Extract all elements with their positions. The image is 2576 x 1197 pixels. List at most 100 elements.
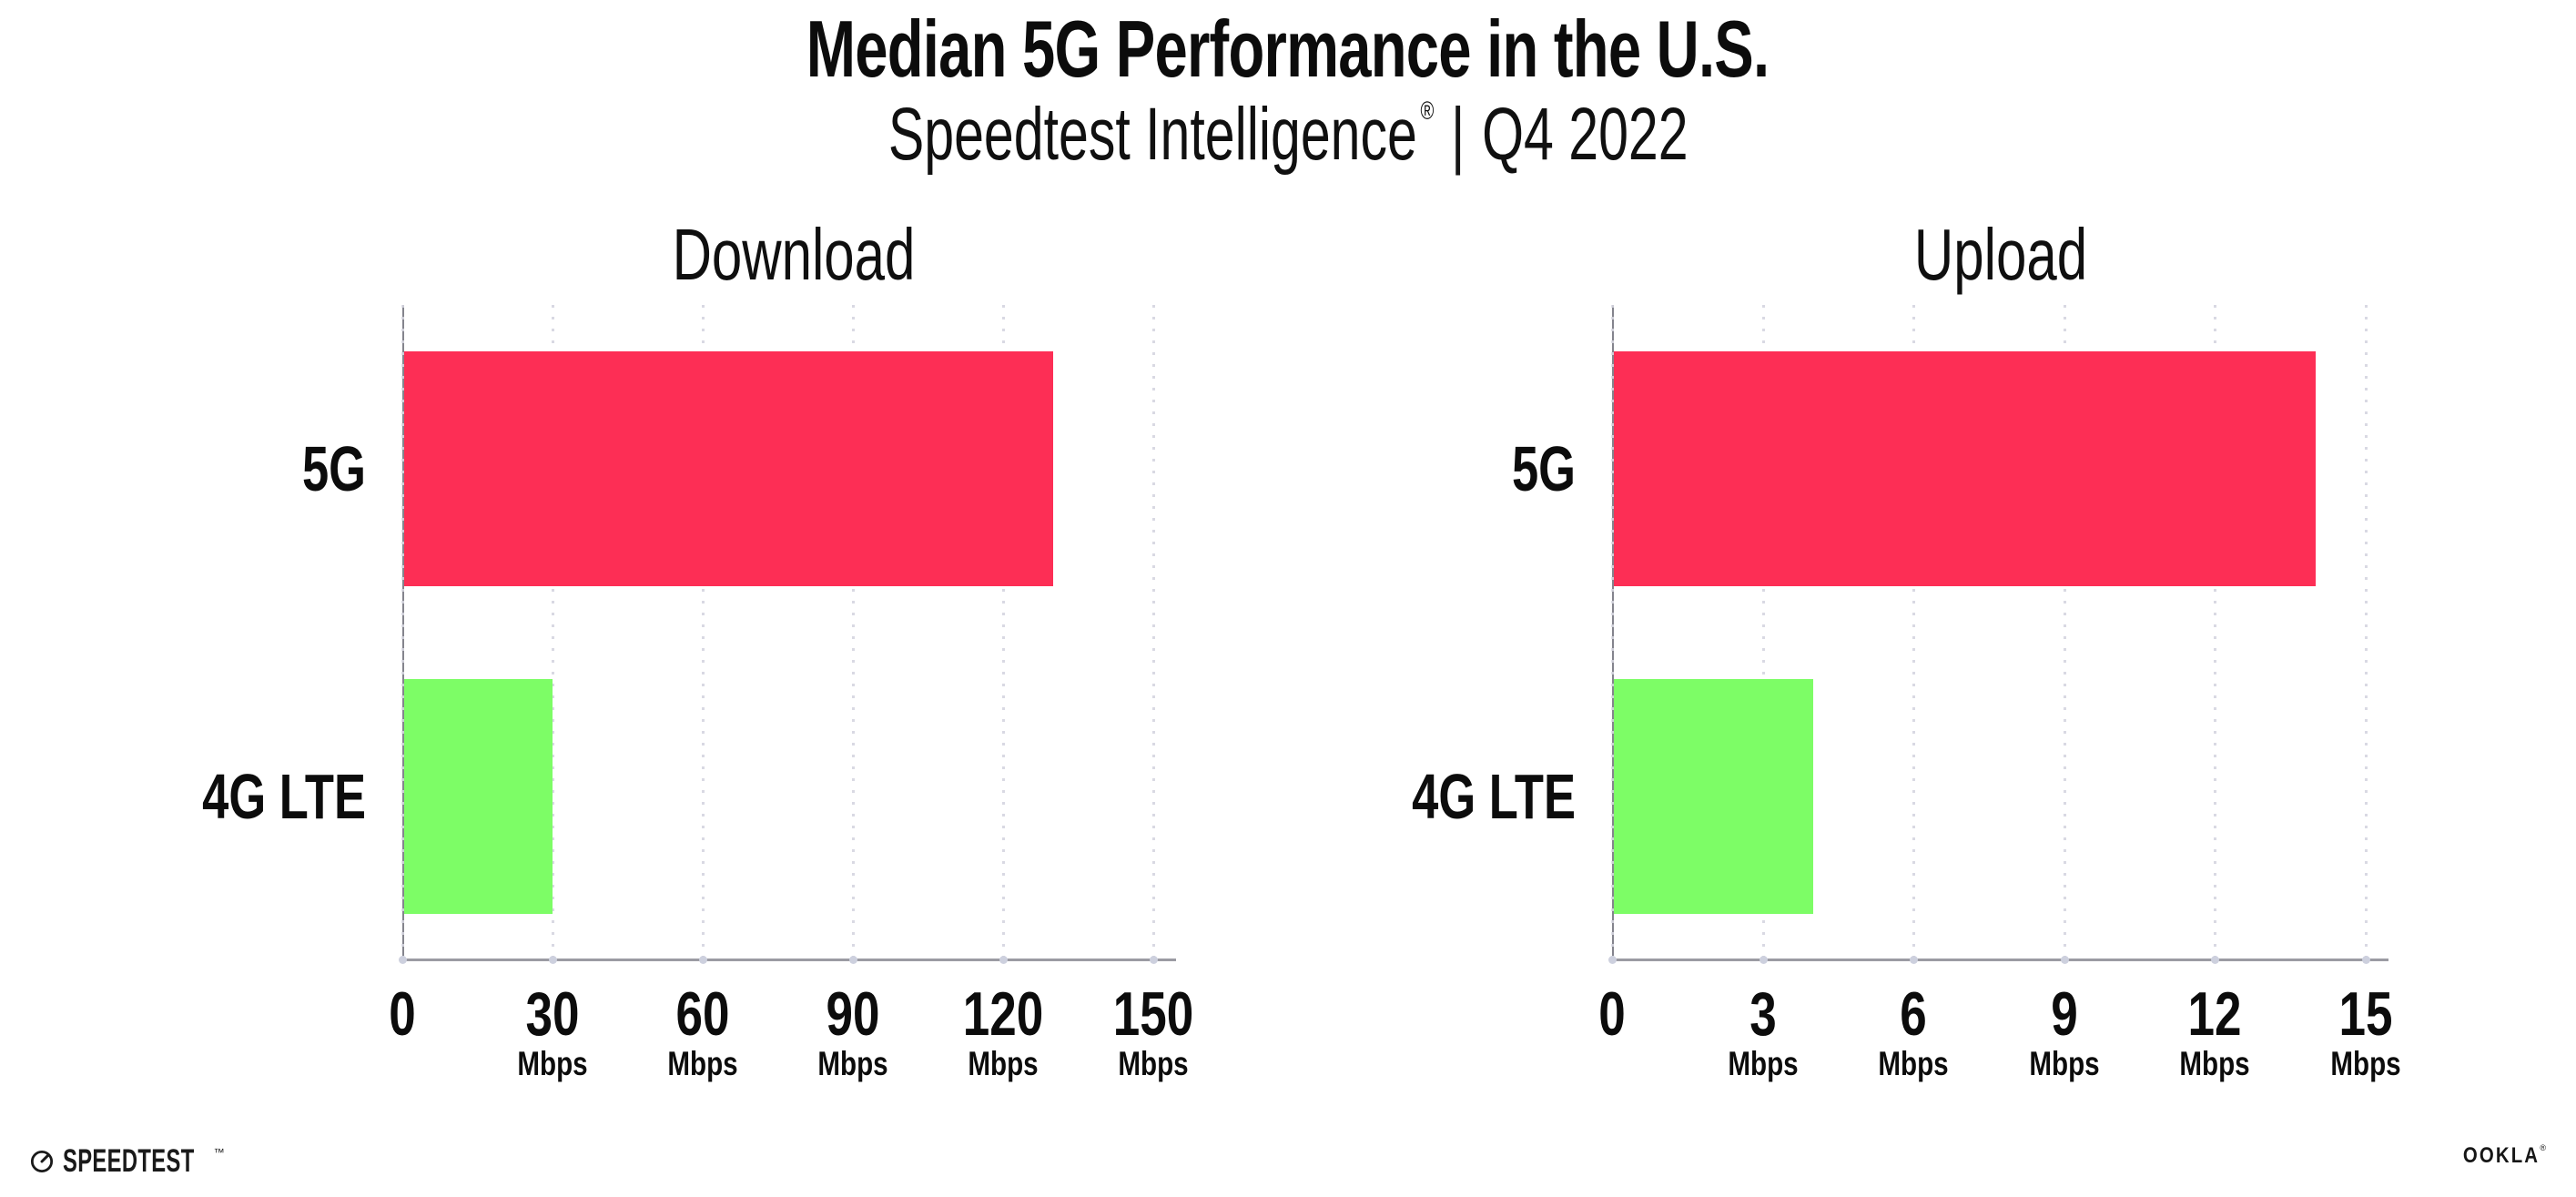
x-tick-label: 90 xyxy=(818,983,887,1045)
x-tick-unit-text: Mbps xyxy=(968,1045,1039,1082)
x-tick-unit: Mbps xyxy=(809,1047,898,1080)
chart-title: Upload xyxy=(1885,218,2116,291)
gridline xyxy=(1152,305,1155,959)
x-tick-unit: Mbps xyxy=(959,1047,1048,1080)
x-tick-dot xyxy=(2362,956,2370,964)
page-subtitle: Speedtest Intelligence ® | Q4 2022 xyxy=(0,92,2576,178)
x-tick-label: 60 xyxy=(668,983,737,1045)
gridline xyxy=(552,305,554,959)
x-tick-dot xyxy=(1910,956,1918,964)
x-tick-label-text: 6 xyxy=(1900,979,1927,1049)
plot-area-download xyxy=(399,305,1176,964)
bar-4g-lte xyxy=(402,679,553,914)
x-tick-unit-text: Mbps xyxy=(1728,1045,1799,1082)
x-tick-label: 6 xyxy=(1896,983,1931,1045)
page-title-text: Median 5G Performance in the U.S. xyxy=(806,4,1770,94)
x-tick-unit-text: Mbps xyxy=(1878,1045,1949,1082)
x-tick-dot xyxy=(399,956,407,964)
x-tick-label: 0 xyxy=(1595,983,1629,1045)
x-tick-dot xyxy=(849,956,857,964)
gridline xyxy=(2064,305,2066,959)
subtitle-period: Q4 2022 xyxy=(1481,93,1689,176)
x-tick-unit: Mbps xyxy=(1110,1047,1198,1080)
x-tick-dot xyxy=(2061,956,2069,964)
ookla-wordmark: OOKLA xyxy=(2463,1143,2541,1168)
x-tick-unit-text: Mbps xyxy=(1118,1045,1189,1082)
speedtest-gauge-icon xyxy=(29,1149,55,1174)
ookla-logo: OOKLA ® xyxy=(2449,1143,2546,1168)
x-tick-dot xyxy=(1760,956,1768,964)
x-tick-label: 0 xyxy=(385,983,420,1045)
x-tick-unit: Mbps xyxy=(2322,1047,2410,1080)
x-tick-dot xyxy=(2211,956,2219,964)
plot-area-upload xyxy=(1608,305,2388,964)
x-tick-label-text: 12 xyxy=(2187,979,2242,1049)
bar-5g xyxy=(1612,351,2316,586)
x-tick-label-text: 60 xyxy=(675,979,730,1049)
x-tick-label: 120 xyxy=(951,983,1054,1045)
x-tick-dot xyxy=(1150,956,1158,964)
category-label-5g: 5G xyxy=(281,437,366,501)
subtitle-product: Speedtest Intelligence xyxy=(887,93,1417,176)
x-tick-label-text: 0 xyxy=(389,979,416,1049)
x-tick-unit: Mbps xyxy=(1719,1047,1808,1080)
x-axis-line xyxy=(402,959,1176,961)
page-title: Median 5G Performance in the U.S. xyxy=(0,9,2576,89)
x-tick-label-text: 9 xyxy=(2051,979,2078,1049)
x-tick-label-text: 120 xyxy=(962,979,1044,1049)
category-label-text: 5G xyxy=(1511,433,1576,504)
category-label-4g-lte: 4G LTE xyxy=(147,765,366,828)
x-tick-dot xyxy=(699,956,707,964)
chart-title-text: Upload xyxy=(1913,214,2088,295)
gridline xyxy=(702,305,705,959)
x-tick-label: 15 xyxy=(2331,983,2400,1045)
speedtest-logo: SPEEDTEST ™ xyxy=(29,1145,276,1177)
x-tick-label: 9 xyxy=(2047,983,2082,1045)
gridline xyxy=(1912,305,1915,959)
gridline xyxy=(1762,305,1765,959)
x-tick-label-text: 150 xyxy=(1112,979,1194,1049)
chart-title: Download xyxy=(632,218,956,291)
registered-symbol: ® xyxy=(2540,1143,2546,1152)
x-tick-label: 30 xyxy=(518,983,587,1045)
gridline xyxy=(1002,305,1005,959)
category-label-4g-lte: 4G LTE xyxy=(1357,765,1576,828)
x-tick-unit: Mbps xyxy=(2021,1047,2109,1080)
bar-5g xyxy=(402,351,1053,586)
x-tick-dot xyxy=(549,956,557,964)
gridline-zero xyxy=(1611,305,1614,959)
gridline xyxy=(2365,305,2368,959)
category-label-5g: 5G xyxy=(1491,437,1576,501)
x-tick-label-text: 90 xyxy=(826,979,880,1049)
gridline xyxy=(2214,305,2216,959)
x-tick-dot xyxy=(999,956,1008,964)
x-tick-unit-text: Mbps xyxy=(817,1045,888,1082)
x-tick-label: 3 xyxy=(1746,983,1780,1045)
x-tick-label: 150 xyxy=(1101,983,1204,1045)
trademark-symbol: ™ xyxy=(213,1145,225,1159)
x-tick-unit: Mbps xyxy=(2171,1047,2259,1080)
category-label-text: 5G xyxy=(301,433,366,504)
x-tick-unit: Mbps xyxy=(1870,1047,1958,1080)
x-tick-unit-text: Mbps xyxy=(2179,1045,2250,1082)
x-tick-unit-text: Mbps xyxy=(2029,1045,2100,1082)
x-tick-dot xyxy=(1608,956,1617,964)
x-tick-unit: Mbps xyxy=(509,1047,597,1080)
x-tick-label: 12 xyxy=(2180,983,2249,1045)
x-tick-label-text: 3 xyxy=(1749,979,1777,1049)
x-tick-unit-text: Mbps xyxy=(667,1045,738,1082)
speedtest-wordmark: SPEEDTEST xyxy=(63,1143,195,1179)
x-tick-unit-text: Mbps xyxy=(2330,1045,2401,1082)
x-tick-label-text: 0 xyxy=(1598,979,1626,1049)
gridline-zero xyxy=(401,305,404,959)
chart-title-text: Download xyxy=(672,214,916,295)
x-tick-unit-text: Mbps xyxy=(517,1045,588,1082)
category-label-text: 4G LTE xyxy=(1412,761,1576,832)
gridline xyxy=(852,305,855,959)
bar-4g-lte xyxy=(1612,679,1813,914)
x-tick-unit: Mbps xyxy=(659,1047,747,1080)
category-label-text: 4G LTE xyxy=(202,761,366,832)
x-tick-label-text: 15 xyxy=(2338,979,2393,1049)
x-tick-label-text: 30 xyxy=(525,979,580,1049)
